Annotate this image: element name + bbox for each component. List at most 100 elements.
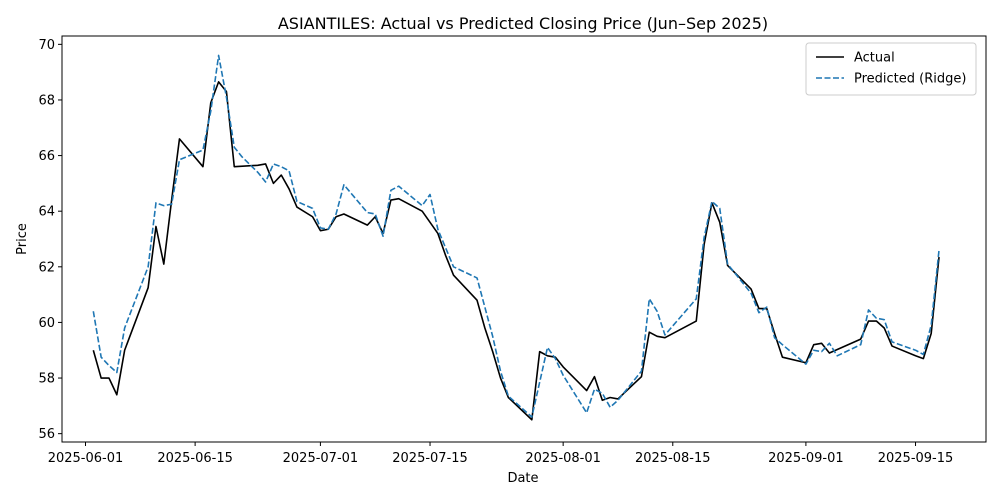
data-point [201, 148, 205, 152]
data-point [146, 286, 150, 290]
data-point [123, 348, 127, 352]
legend-entry-label: Actual [854, 51, 895, 66]
data-point [600, 398, 604, 402]
data-point [874, 316, 878, 320]
data-point [107, 364, 111, 368]
data-point [107, 376, 111, 380]
data-point [812, 348, 816, 352]
data-point [217, 80, 221, 84]
data-point [264, 180, 268, 184]
data-point [561, 365, 565, 369]
data-point [287, 187, 291, 191]
data-point [271, 181, 275, 185]
data-point [452, 273, 456, 277]
data-point [890, 340, 894, 344]
chart-title: ASIANTILES: Actual vs Predicted Closing … [278, 14, 768, 33]
legend: Actual Predicted (Ridge) [805, 42, 977, 96]
data-point [475, 298, 479, 302]
data-point [99, 376, 103, 380]
data-point [279, 173, 283, 177]
data-point [91, 309, 95, 313]
data-point [428, 193, 432, 197]
data-point [491, 334, 495, 338]
series-line-predicted [92, 54, 940, 418]
data-point [639, 375, 643, 379]
data-point [820, 350, 824, 354]
data-point [773, 336, 777, 340]
data-point [483, 305, 487, 309]
data-point [647, 297, 651, 301]
data-point [295, 199, 299, 203]
data-point [600, 391, 604, 395]
data-point [177, 158, 181, 162]
x-axis: 2025-06-01 2025-06-15 2025-07-01 2025-07-15… [48, 442, 953, 466]
data-point [585, 411, 589, 415]
data-point [342, 183, 346, 187]
y-tick-label: 60 [38, 316, 55, 331]
data-point [444, 254, 448, 258]
data-point [436, 227, 440, 231]
data-point [162, 262, 166, 266]
x-tick-label: 2025-07-15 [392, 451, 468, 466]
data-point [757, 311, 761, 315]
data-point [397, 197, 401, 201]
data-point [616, 398, 620, 402]
data-point [780, 355, 784, 359]
data-point [592, 375, 596, 379]
data-point [311, 215, 315, 219]
data-point [545, 345, 549, 349]
data-point [921, 352, 925, 356]
y-tick-label: 56 [38, 427, 55, 442]
data-point [882, 326, 886, 330]
data-point [365, 223, 369, 227]
data-point [929, 323, 933, 327]
x-tick-label: 2025-07-01 [283, 451, 359, 466]
data-point [452, 265, 456, 269]
data-point [420, 209, 424, 213]
data-point [608, 396, 612, 400]
y-tick-label: 68 [38, 93, 55, 108]
data-point [921, 357, 925, 361]
data-point [506, 394, 510, 398]
data-point [812, 343, 816, 347]
data-point [639, 369, 643, 373]
data-point [710, 199, 714, 203]
data-point [365, 211, 369, 215]
data-point [334, 212, 338, 216]
data-point [718, 206, 722, 210]
data-point [177, 137, 181, 141]
data-point [890, 344, 894, 348]
data-point [655, 309, 659, 313]
data-point [592, 387, 596, 391]
data-point [295, 205, 299, 209]
data-point [115, 370, 119, 374]
data-point [655, 334, 659, 338]
x-tick-label: 2025-06-15 [157, 451, 233, 466]
data-point [217, 53, 221, 57]
data-point [914, 348, 918, 352]
data-point [326, 227, 330, 231]
data-point [483, 326, 487, 330]
data-point [937, 248, 941, 252]
data-point [475, 276, 479, 280]
data-point [491, 350, 495, 354]
data-point [373, 212, 377, 216]
data-point [99, 355, 103, 359]
data-point [115, 393, 119, 397]
data-point [804, 362, 808, 366]
data-point [859, 343, 863, 347]
data-point [224, 95, 228, 99]
data-point [420, 204, 424, 208]
data-point [585, 389, 589, 393]
data-point [318, 226, 322, 230]
x-axis-label: Date [507, 471, 538, 486]
data-point [201, 165, 205, 169]
data-point [702, 236, 706, 240]
plot-area [91, 53, 941, 421]
y-tick-label: 70 [38, 38, 55, 53]
data-point [827, 351, 831, 355]
data-point [867, 308, 871, 312]
x-tick-label: 2025-08-15 [635, 451, 711, 466]
y-tick-label: 64 [38, 205, 55, 220]
